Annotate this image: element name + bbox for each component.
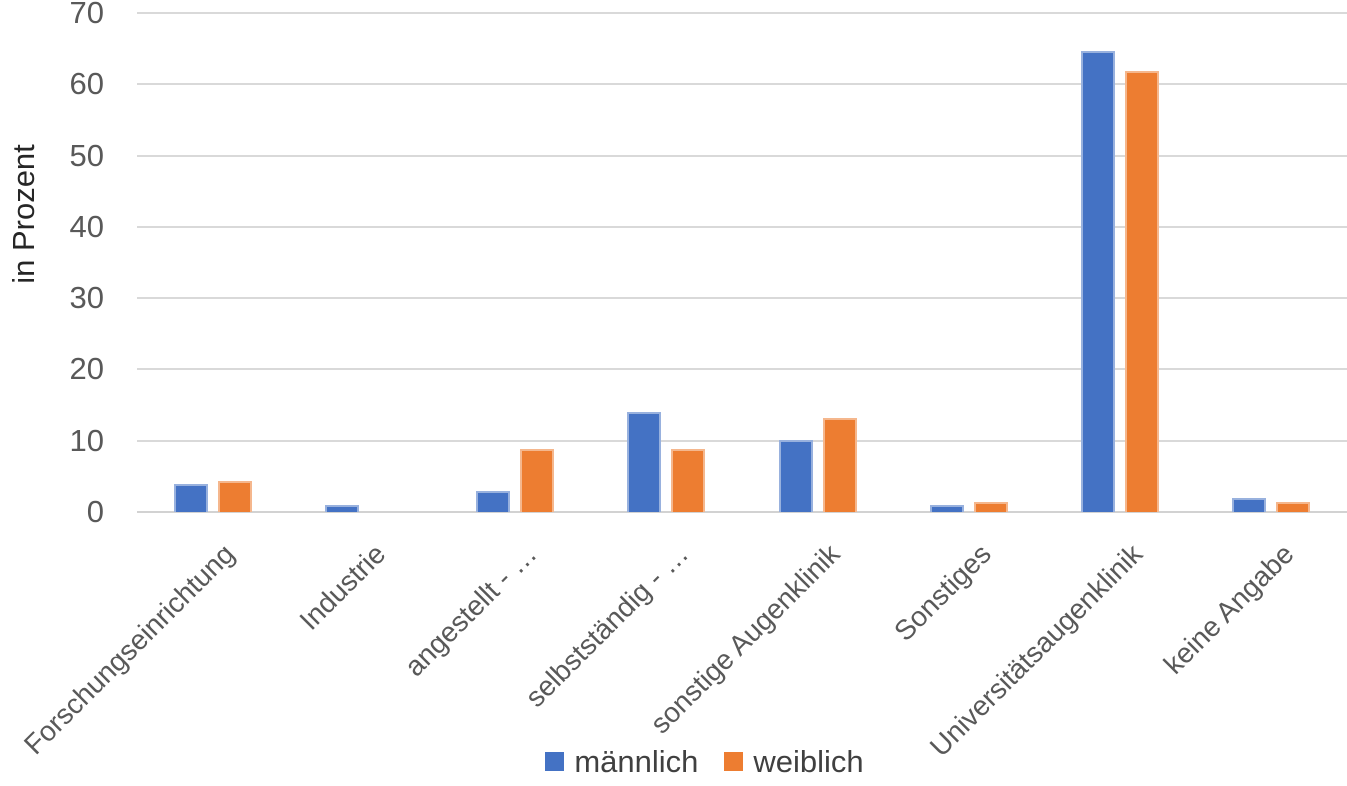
legend-item-männlich: männlich [545, 746, 698, 777]
bar-weiblich-Sonstiges [973, 502, 1008, 512]
legend-swatch-männlich [545, 752, 565, 771]
category-label-Sonstiges: Sonstiges [887, 538, 997, 647]
category-label-keine Angabe: keine Angabe [1157, 538, 1300, 680]
legend-label-weiblich: weiblich [753, 744, 864, 779]
gridline-60 [137, 83, 1347, 86]
bar-weiblich-sonstige Augenklinik [822, 417, 857, 512]
category-label-Industrie: Industrie [293, 538, 392, 636]
gridline-10 [137, 439, 1347, 442]
gridline-50 [137, 154, 1347, 157]
gridline-0 [137, 511, 1347, 513]
bar-männlich-Forschungseinrichtung [173, 483, 208, 512]
bar-männlich-Sonstiges [929, 504, 964, 512]
y-tick-label-70: 70 [69, 0, 104, 30]
gridline-30 [137, 297, 1347, 300]
bar-männlich-Industrie [324, 504, 359, 512]
bar-weiblich-selbstständig - … [671, 449, 706, 512]
y-tick-label-50: 50 [69, 137, 104, 173]
legend-label-männlich: männlich [574, 744, 699, 779]
category-label-angestellt - …: angestellt - … [398, 538, 544, 683]
bar-männlich-selbstständig - … [627, 411, 662, 512]
bar-weiblich-angestellt - … [520, 449, 555, 512]
category-label-Forschungseinrichtung: Forschungseinrichtung [18, 538, 241, 761]
y-tick-label-20: 20 [69, 351, 104, 387]
legend: männlich weiblich [0, 746, 1347, 777]
y-tick-label-10: 10 [69, 422, 104, 458]
bar-männlich-keine Angabe [1232, 497, 1267, 512]
bar-weiblich-Universitätsaugenklinik [1125, 70, 1160, 512]
bar-männlich-angestellt - … [476, 491, 511, 512]
bar-weiblich-Forschungseinrichtung [217, 480, 252, 512]
gridline-70 [137, 12, 1347, 14]
gridline-40 [137, 225, 1347, 228]
category-label-selbstständig - …: selbstständig - … [519, 538, 695, 713]
gridline-20 [137, 368, 1347, 371]
legend-item-weiblich: weiblich [724, 744, 864, 779]
y-tick-label-0: 0 [86, 494, 104, 529]
bar-männlich-Universitätsaugenklinik [1081, 50, 1116, 512]
legend-swatch-weiblich [724, 752, 744, 771]
bar-männlich-sonstige Augenklinik [778, 440, 813, 512]
y-tick-label-60: 60 [69, 66, 104, 102]
bar-weiblich-keine Angabe [1276, 502, 1311, 512]
y-tick-label-40: 40 [69, 208, 104, 244]
y-tick-label-30: 30 [69, 280, 104, 316]
plot-area [137, 12, 1347, 513]
